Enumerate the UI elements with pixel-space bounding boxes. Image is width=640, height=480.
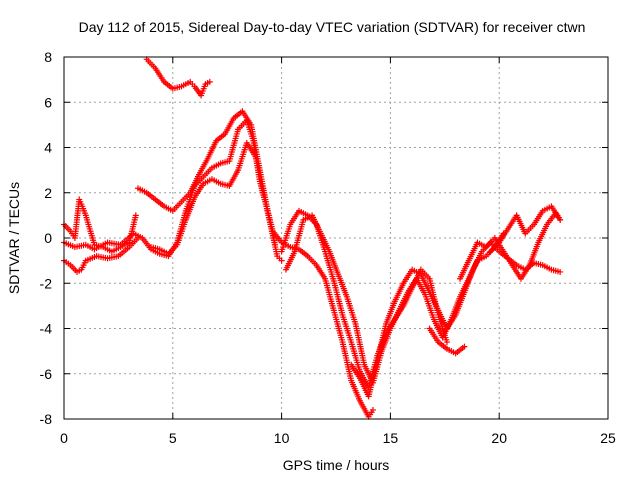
data-series-11 (487, 203, 564, 255)
y-tick-label: 4 (44, 140, 52, 156)
data-point (557, 216, 564, 223)
y-tick-label: -8 (40, 411, 53, 427)
plot-frame (63, 56, 609, 420)
y-tick-label: 6 (44, 94, 52, 110)
data-point (443, 339, 450, 346)
axis-ticks: 0 5 10 15 20 25 -8 -6 -4 -2 0 2 4 6 8 (40, 49, 616, 446)
y-tick-label: -4 (40, 321, 53, 337)
x-tick-label: 5 (169, 430, 177, 446)
data-point (557, 268, 564, 275)
x-tick-label: 25 (600, 430, 616, 446)
grid (64, 57, 608, 419)
data-point (369, 406, 376, 413)
data-point (461, 343, 468, 350)
data-point (132, 212, 139, 219)
data-point (272, 241, 279, 248)
data-series-3 (61, 117, 285, 264)
x-axis-label: GPS time / hours (283, 457, 390, 473)
data-series-0 (143, 56, 213, 99)
x-tick-label: 0 (60, 430, 68, 446)
x-tick-label: 10 (274, 430, 290, 446)
data-points (61, 56, 564, 420)
y-tick-label: -2 (40, 275, 53, 291)
data-series-5 (148, 139, 376, 420)
y-tick-label: 0 (44, 230, 52, 246)
y-tick-label: -6 (40, 366, 53, 382)
x-tick-label: 15 (383, 430, 399, 446)
data-series-9 (426, 325, 468, 357)
y-tick-label: 2 (44, 185, 52, 201)
data-point (206, 78, 213, 85)
y-axis-label: SDTVAR / TECUs (6, 182, 22, 294)
y-tick-label: 8 (44, 49, 52, 65)
data-series-10 (457, 210, 564, 282)
chart-title: Day 112 of 2015, Sidereal Day-to-day VTE… (79, 19, 586, 35)
x-tick-label: 20 (491, 430, 507, 446)
data-series-6 (278, 207, 450, 391)
data-series-8 (348, 239, 564, 400)
data-point (278, 257, 285, 264)
data-series-1 (61, 235, 141, 275)
data-series-4 (134, 108, 279, 248)
